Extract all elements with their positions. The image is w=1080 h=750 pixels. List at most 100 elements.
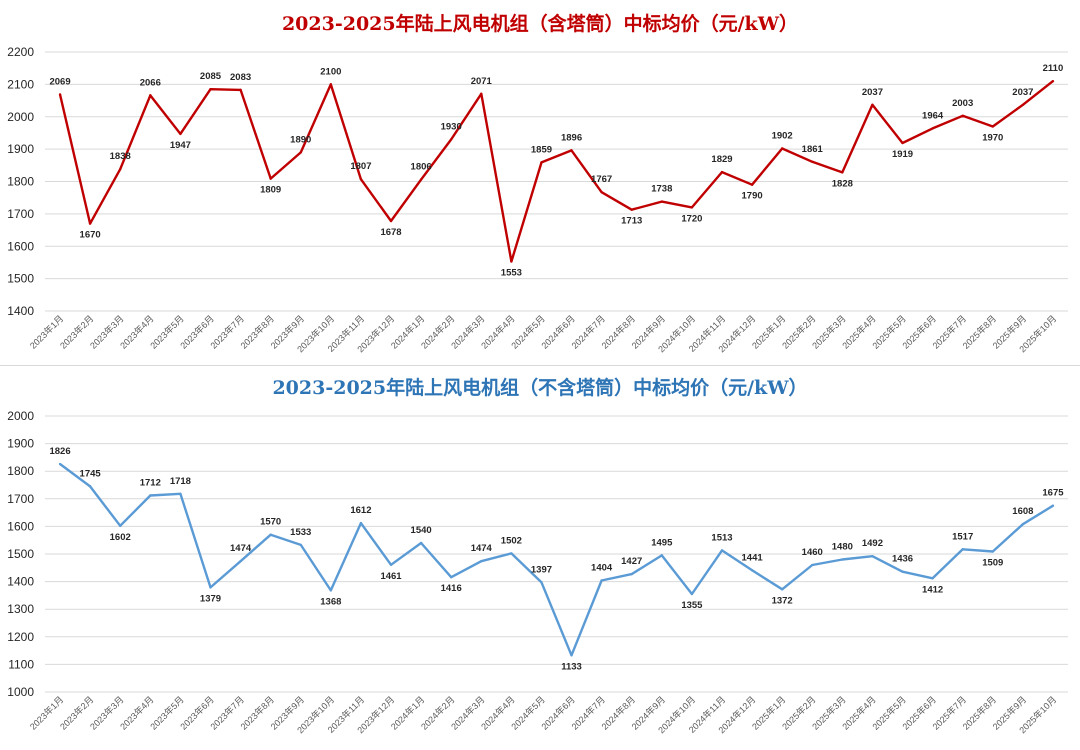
data-label: 1372 <box>772 595 793 606</box>
data-point <box>961 548 964 551</box>
data-point <box>179 492 182 496</box>
data-label: 1513 <box>711 532 732 543</box>
series-line <box>59 463 1054 657</box>
data-point <box>449 138 453 141</box>
data-label: 1427 <box>621 556 642 567</box>
data-label: 1460 <box>802 547 823 558</box>
data-point <box>630 572 633 576</box>
data-point <box>630 208 633 211</box>
y-tick-label: 1400 <box>7 304 34 318</box>
data-point <box>811 563 814 567</box>
y-tick-label: 1500 <box>7 547 34 561</box>
data-label: 1602 <box>110 532 131 543</box>
data-point <box>419 178 423 181</box>
data-label: 2085 <box>200 71 222 82</box>
data-point <box>119 167 122 171</box>
y-tick-label: 1100 <box>8 657 34 671</box>
chart-panel-with-tower: 2023-2025年陆上风电机组（含塔筒）中标均价（元/kW） 1400 1500 1… <box>0 0 1080 366</box>
data-point <box>58 462 62 466</box>
data-point <box>570 149 573 152</box>
data-point <box>480 559 483 563</box>
data-label: 1678 <box>380 227 401 238</box>
data-label: 1919 <box>892 149 913 160</box>
data-label: 1133 <box>561 661 582 672</box>
data-label: 1495 <box>651 537 673 548</box>
data-point <box>991 125 994 128</box>
data-label: 1859 <box>531 144 552 155</box>
data-label: 1720 <box>681 213 702 224</box>
data-point <box>901 570 904 573</box>
data-label: 1416 <box>441 583 462 594</box>
data-label: 1412 <box>922 584 943 595</box>
data-label: 1861 <box>802 144 824 155</box>
data-point <box>931 577 934 580</box>
data-label: 1474 <box>471 543 493 554</box>
data-label: 1533 <box>290 527 311 538</box>
data-point <box>269 177 272 180</box>
data-label: 1509 <box>982 558 1003 569</box>
data-point <box>179 132 182 136</box>
data-label: 1806 <box>411 162 432 173</box>
data-label: 1807 <box>350 161 371 172</box>
data-point <box>690 592 694 596</box>
data-point <box>1021 522 1025 526</box>
data-label: 1502 <box>501 535 522 546</box>
data-label: 1461 <box>380 571 402 582</box>
data-point <box>88 485 92 488</box>
data-point <box>750 183 754 186</box>
data-point <box>931 127 934 130</box>
chart-title: 2023-2025年陆上风电机组（不含塔筒）中标均价（元/kW） <box>272 376 807 399</box>
data-point <box>239 88 242 92</box>
data-point <box>299 151 302 154</box>
data-point <box>750 569 754 572</box>
data-label: 1570 <box>260 517 281 528</box>
y-tick-label: 1000 <box>7 685 34 699</box>
data-point <box>149 494 152 497</box>
data-point <box>1051 504 1055 507</box>
data-label: 1964 <box>922 110 944 121</box>
data-point <box>329 83 333 86</box>
y-tick-label: 1200 <box>7 630 34 644</box>
data-label: 1809 <box>260 185 281 196</box>
data-point <box>720 549 724 552</box>
data-point <box>841 558 844 561</box>
data-label: 1612 <box>350 505 371 516</box>
data-label: 1902 <box>772 130 793 141</box>
data-label: 1480 <box>832 542 853 553</box>
data-label: 1947 <box>170 140 191 151</box>
data-point <box>600 190 603 194</box>
series-line <box>58 80 1054 263</box>
data-label: 1540 <box>411 525 432 536</box>
data-point <box>720 170 724 174</box>
data-label: 2037 <box>862 87 883 98</box>
data-point <box>690 206 694 209</box>
data-label: 1517 <box>952 531 973 542</box>
data-label: 1718 <box>170 476 191 487</box>
data-point <box>1021 103 1025 106</box>
data-point <box>209 586 212 589</box>
data-label: 1608 <box>1012 506 1033 517</box>
data-point <box>660 200 664 203</box>
data-label: 1553 <box>501 267 522 278</box>
y-tick-label: 2000 <box>7 409 34 423</box>
data-point <box>570 654 573 657</box>
data-point <box>58 93 62 96</box>
data-label: 1790 <box>742 191 763 202</box>
data-label: 1712 <box>140 477 161 488</box>
y-tick-label: 1300 <box>7 602 34 616</box>
data-point <box>149 94 152 97</box>
y-tick-label: 1900 <box>7 142 34 156</box>
y-tick-label: 1800 <box>7 175 34 189</box>
data-point <box>780 147 784 150</box>
data-label: 2037 <box>1012 87 1033 98</box>
data-label: 1896 <box>561 132 582 143</box>
data-label: 1368 <box>320 596 341 607</box>
y-tick-label: 1700 <box>7 207 34 221</box>
data-point <box>269 533 272 536</box>
data-label: 1828 <box>832 178 853 189</box>
data-point <box>510 260 513 263</box>
chart-with-tower: 2023-2025年陆上风电机组（含塔筒）中标均价（元/kW） 1400 1500 1… <box>7 12 1068 354</box>
data-point <box>841 171 844 174</box>
data-point <box>419 541 423 545</box>
data-point <box>660 554 664 557</box>
